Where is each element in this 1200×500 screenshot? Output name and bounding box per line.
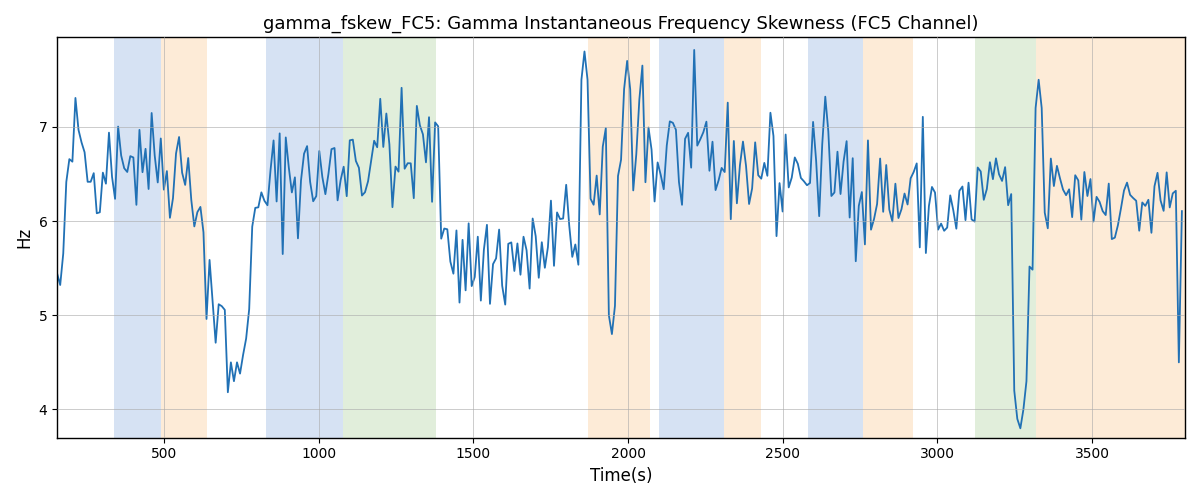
Bar (808, 38, 863, 438)
Y-axis label: Hz: Hz (16, 227, 34, 248)
Bar (724, 38, 761, 438)
Bar (161, 38, 208, 438)
Bar (659, 38, 724, 438)
Bar (1037, 38, 1186, 438)
Title: gamma_fskew_FC5: Gamma Instantaneous Frequency Skewness (FC5 Channel): gamma_fskew_FC5: Gamma Instantaneous Fre… (263, 15, 979, 34)
X-axis label: Time(s): Time(s) (590, 467, 653, 485)
Bar (974, 38, 1037, 438)
Bar (266, 38, 343, 438)
Bar (343, 38, 436, 438)
Bar (588, 38, 649, 438)
Bar (863, 38, 913, 438)
Bar (114, 38, 161, 438)
